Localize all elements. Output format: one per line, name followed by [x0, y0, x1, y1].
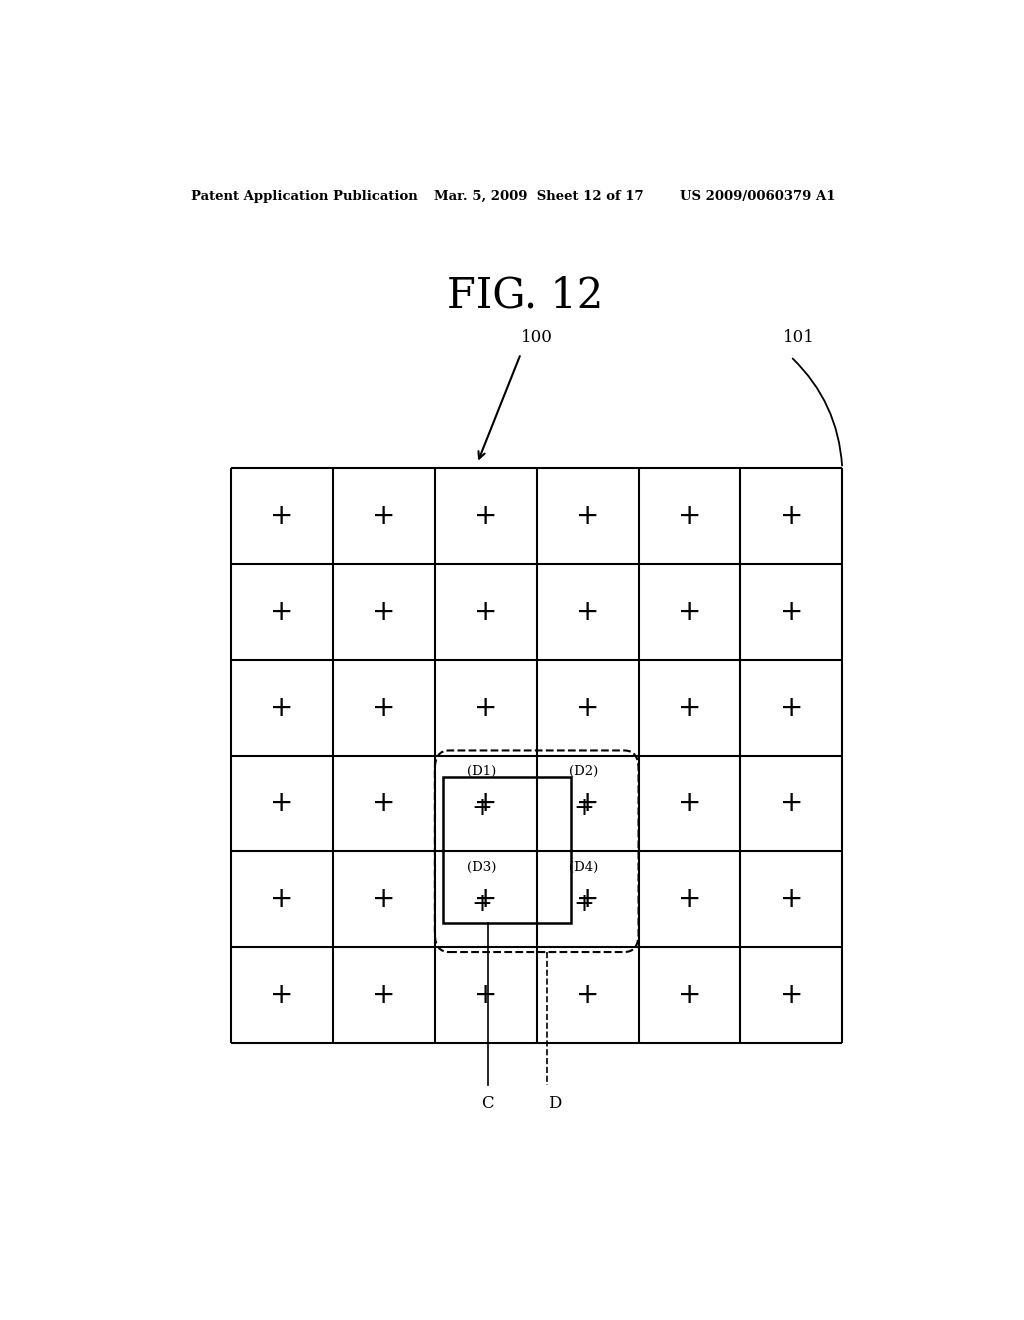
Text: +: + [573, 796, 594, 821]
Text: +: + [270, 981, 294, 1008]
Text: +: + [575, 981, 599, 1008]
Text: (D2): (D2) [569, 766, 598, 777]
Text: +: + [270, 598, 294, 626]
Bar [442, 776, 571, 923]
Text: +: + [575, 598, 599, 626]
Text: +: + [678, 694, 701, 722]
Text: +: + [373, 598, 395, 626]
Text: +: + [678, 886, 701, 913]
Text: +: + [779, 598, 803, 626]
Text: C: C [481, 1096, 494, 1113]
Text: US 2009/0060379 A1: US 2009/0060379 A1 [680, 190, 835, 202]
Text: +: + [678, 981, 701, 1008]
Text: +: + [471, 892, 493, 916]
Text: +: + [270, 789, 294, 817]
Text: +: + [270, 886, 294, 913]
Text: (D1): (D1) [467, 766, 497, 777]
Text: +: + [575, 789, 599, 817]
Text: +: + [779, 886, 803, 913]
Text: +: + [779, 789, 803, 817]
Text: +: + [270, 502, 294, 531]
Text: +: + [575, 694, 599, 722]
Text: Mar. 5, 2009  Sheet 12 of 17: Mar. 5, 2009 Sheet 12 of 17 [433, 190, 643, 202]
Text: +: + [678, 598, 701, 626]
Text: +: + [678, 789, 701, 817]
Text: Patent Application Publication: Patent Application Publication [191, 190, 418, 202]
Text: +: + [779, 694, 803, 722]
Text: 101: 101 [782, 330, 814, 346]
Text: +: + [573, 892, 594, 916]
Text: +: + [270, 694, 294, 722]
Text: +: + [575, 502, 599, 531]
Text: +: + [474, 694, 498, 722]
Text: +: + [373, 886, 395, 913]
Text: +: + [678, 502, 701, 531]
Text: +: + [471, 796, 493, 821]
Text: +: + [474, 886, 498, 913]
Text: (D3): (D3) [467, 861, 497, 874]
Text: +: + [474, 981, 498, 1008]
Text: +: + [474, 502, 498, 531]
Text: +: + [474, 598, 498, 626]
Text: 100: 100 [521, 330, 553, 346]
Text: +: + [575, 886, 599, 913]
Text: +: + [373, 789, 395, 817]
Text: FIG. 12: FIG. 12 [446, 275, 603, 317]
Text: D: D [548, 1096, 561, 1113]
Text: +: + [474, 789, 498, 817]
Text: +: + [373, 502, 395, 531]
Text: +: + [779, 502, 803, 531]
Text: +: + [373, 694, 395, 722]
Text: (D4): (D4) [569, 861, 598, 874]
Text: +: + [779, 981, 803, 1008]
Text: +: + [373, 981, 395, 1008]
